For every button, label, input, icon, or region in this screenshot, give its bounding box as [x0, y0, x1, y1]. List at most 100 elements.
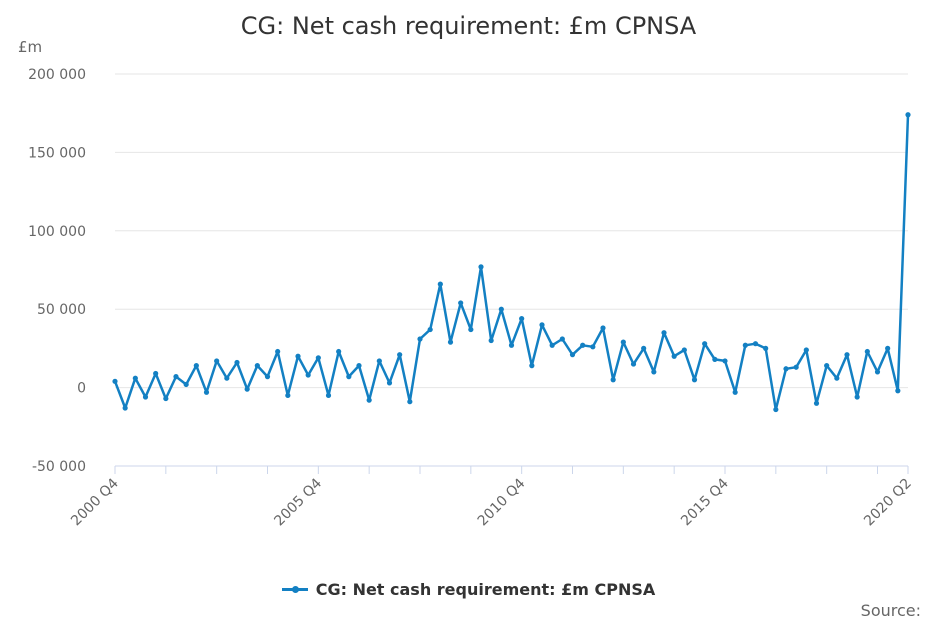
y-tick-label: 200 000 — [28, 67, 86, 83]
data-point[interactable] — [397, 352, 403, 358]
data-point[interactable] — [468, 326, 474, 333]
x-tick-label: 2005 Q4 — [271, 475, 325, 529]
data-point[interactable] — [702, 341, 708, 347]
data-point[interactable] — [132, 375, 138, 381]
data-point[interactable] — [813, 400, 820, 406]
data-point[interactable] — [732, 389, 738, 395]
data-point[interactable] — [620, 339, 626, 345]
data-point[interactable] — [285, 392, 291, 399]
gridlines — [115, 73, 908, 467]
data-point[interactable] — [356, 363, 362, 369]
series-group — [112, 112, 911, 413]
data-point[interactable] — [366, 397, 372, 403]
x-tick-label: 2010 Q4 — [475, 475, 529, 529]
data-point[interactable] — [254, 363, 260, 369]
data-point[interactable] — [905, 112, 911, 118]
data-point[interactable] — [793, 364, 799, 370]
data-point[interactable] — [661, 330, 667, 336]
data-point[interactable] — [641, 345, 647, 351]
x-axis — [114, 465, 909, 474]
data-point[interactable] — [214, 358, 220, 364]
data-point[interactable] — [742, 342, 748, 348]
data-point[interactable] — [824, 363, 830, 369]
data-point[interactable] — [864, 348, 870, 355]
y-tick-label: 0 — [77, 381, 86, 397]
data-point[interactable] — [447, 339, 454, 345]
data-point[interactable] — [630, 361, 637, 367]
data-point[interactable] — [651, 369, 657, 375]
data-point[interactable] — [895, 388, 901, 394]
data-point[interactable] — [783, 366, 789, 372]
data-point[interactable] — [163, 395, 169, 402]
legend-label: CG: Net cash requirement: £m CPNSA — [315, 580, 656, 599]
y-tick-label: 100 000 — [28, 224, 86, 240]
data-point[interactable] — [203, 389, 210, 395]
data-point[interactable] — [437, 281, 443, 287]
x-tick-label: 2015 Q4 — [678, 475, 732, 529]
data-point[interactable] — [844, 352, 850, 358]
data-point[interactable] — [519, 316, 525, 322]
y-tick-label: 50 000 — [37, 302, 86, 318]
data-point[interactable] — [295, 353, 301, 359]
x-tick-label: 2020 Q2 — [861, 476, 915, 530]
data-point[interactable] — [590, 344, 596, 350]
data-point[interactable] — [885, 345, 891, 351]
data-point[interactable] — [325, 392, 332, 399]
data-point[interactable] — [488, 337, 494, 344]
data-point[interactable] — [407, 399, 413, 405]
data-point[interactable] — [834, 375, 840, 381]
plot-area: -50 000 0 50 000 100 000 150 000 200 000 2000… — [28, 67, 915, 530]
data-point[interactable] — [529, 363, 535, 369]
data-point[interactable] — [193, 363, 199, 369]
data-point[interactable] — [112, 378, 118, 384]
data-point[interactable] — [244, 386, 250, 392]
data-point[interactable] — [539, 322, 545, 328]
data-point[interactable] — [275, 348, 281, 355]
chart-title: CG: Net cash requirement: £m CPNSA — [240, 12, 697, 40]
data-point[interactable] — [610, 377, 616, 383]
y-tick-label: 150 000 — [28, 145, 86, 161]
data-point[interactable] — [580, 342, 586, 348]
data-point[interactable] — [427, 326, 433, 333]
data-point[interactable] — [752, 341, 759, 347]
data-point[interactable] — [264, 374, 271, 380]
data-point[interactable] — [336, 348, 342, 355]
data-point[interactable] — [315, 355, 321, 361]
data-point[interactable] — [874, 369, 881, 375]
data-point[interactable] — [559, 336, 565, 342]
data-point[interactable] — [458, 300, 464, 306]
x-tick-label: 2000 Q4 — [68, 475, 122, 529]
data-point[interactable] — [122, 405, 128, 411]
data-point[interactable] — [549, 342, 555, 348]
data-point[interactable] — [498, 306, 504, 312]
data-point[interactable] — [305, 372, 311, 378]
data-point[interactable] — [569, 352, 576, 358]
data-point[interactable] — [386, 380, 393, 386]
data-point[interactable] — [712, 356, 718, 362]
data-point[interactable] — [600, 325, 606, 331]
y-axis-tick-labels: -50 000 0 50 000 100 000 150 000 200 000 — [28, 67, 86, 475]
data-point[interactable] — [224, 375, 230, 381]
legend[interactable]: CG: Net cash requirement: £m CPNSA — [0, 576, 937, 599]
data-point[interactable] — [417, 336, 423, 342]
data-point[interactable] — [854, 394, 860, 400]
data-point[interactable] — [763, 345, 769, 351]
data-point[interactable] — [183, 381, 189, 388]
data-point[interactable] — [691, 377, 698, 383]
data-point[interactable] — [671, 353, 677, 359]
data-point[interactable] — [153, 370, 159, 377]
data-point[interactable] — [681, 347, 687, 353]
data-point[interactable] — [803, 347, 809, 353]
data-point[interactable] — [346, 374, 352, 380]
data-point[interactable] — [773, 406, 779, 413]
data-point[interactable] — [173, 374, 179, 380]
source-label: Source: — [860, 601, 921, 620]
y-axis-unit-label: £m — [18, 38, 43, 56]
data-point[interactable] — [478, 264, 484, 270]
data-point[interactable] — [508, 342, 515, 348]
data-point[interactable] — [722, 358, 728, 364]
data-point[interactable] — [142, 394, 149, 400]
data-point[interactable] — [234, 359, 240, 366]
series-line — [113, 114, 910, 411]
data-point[interactable] — [376, 358, 382, 364]
